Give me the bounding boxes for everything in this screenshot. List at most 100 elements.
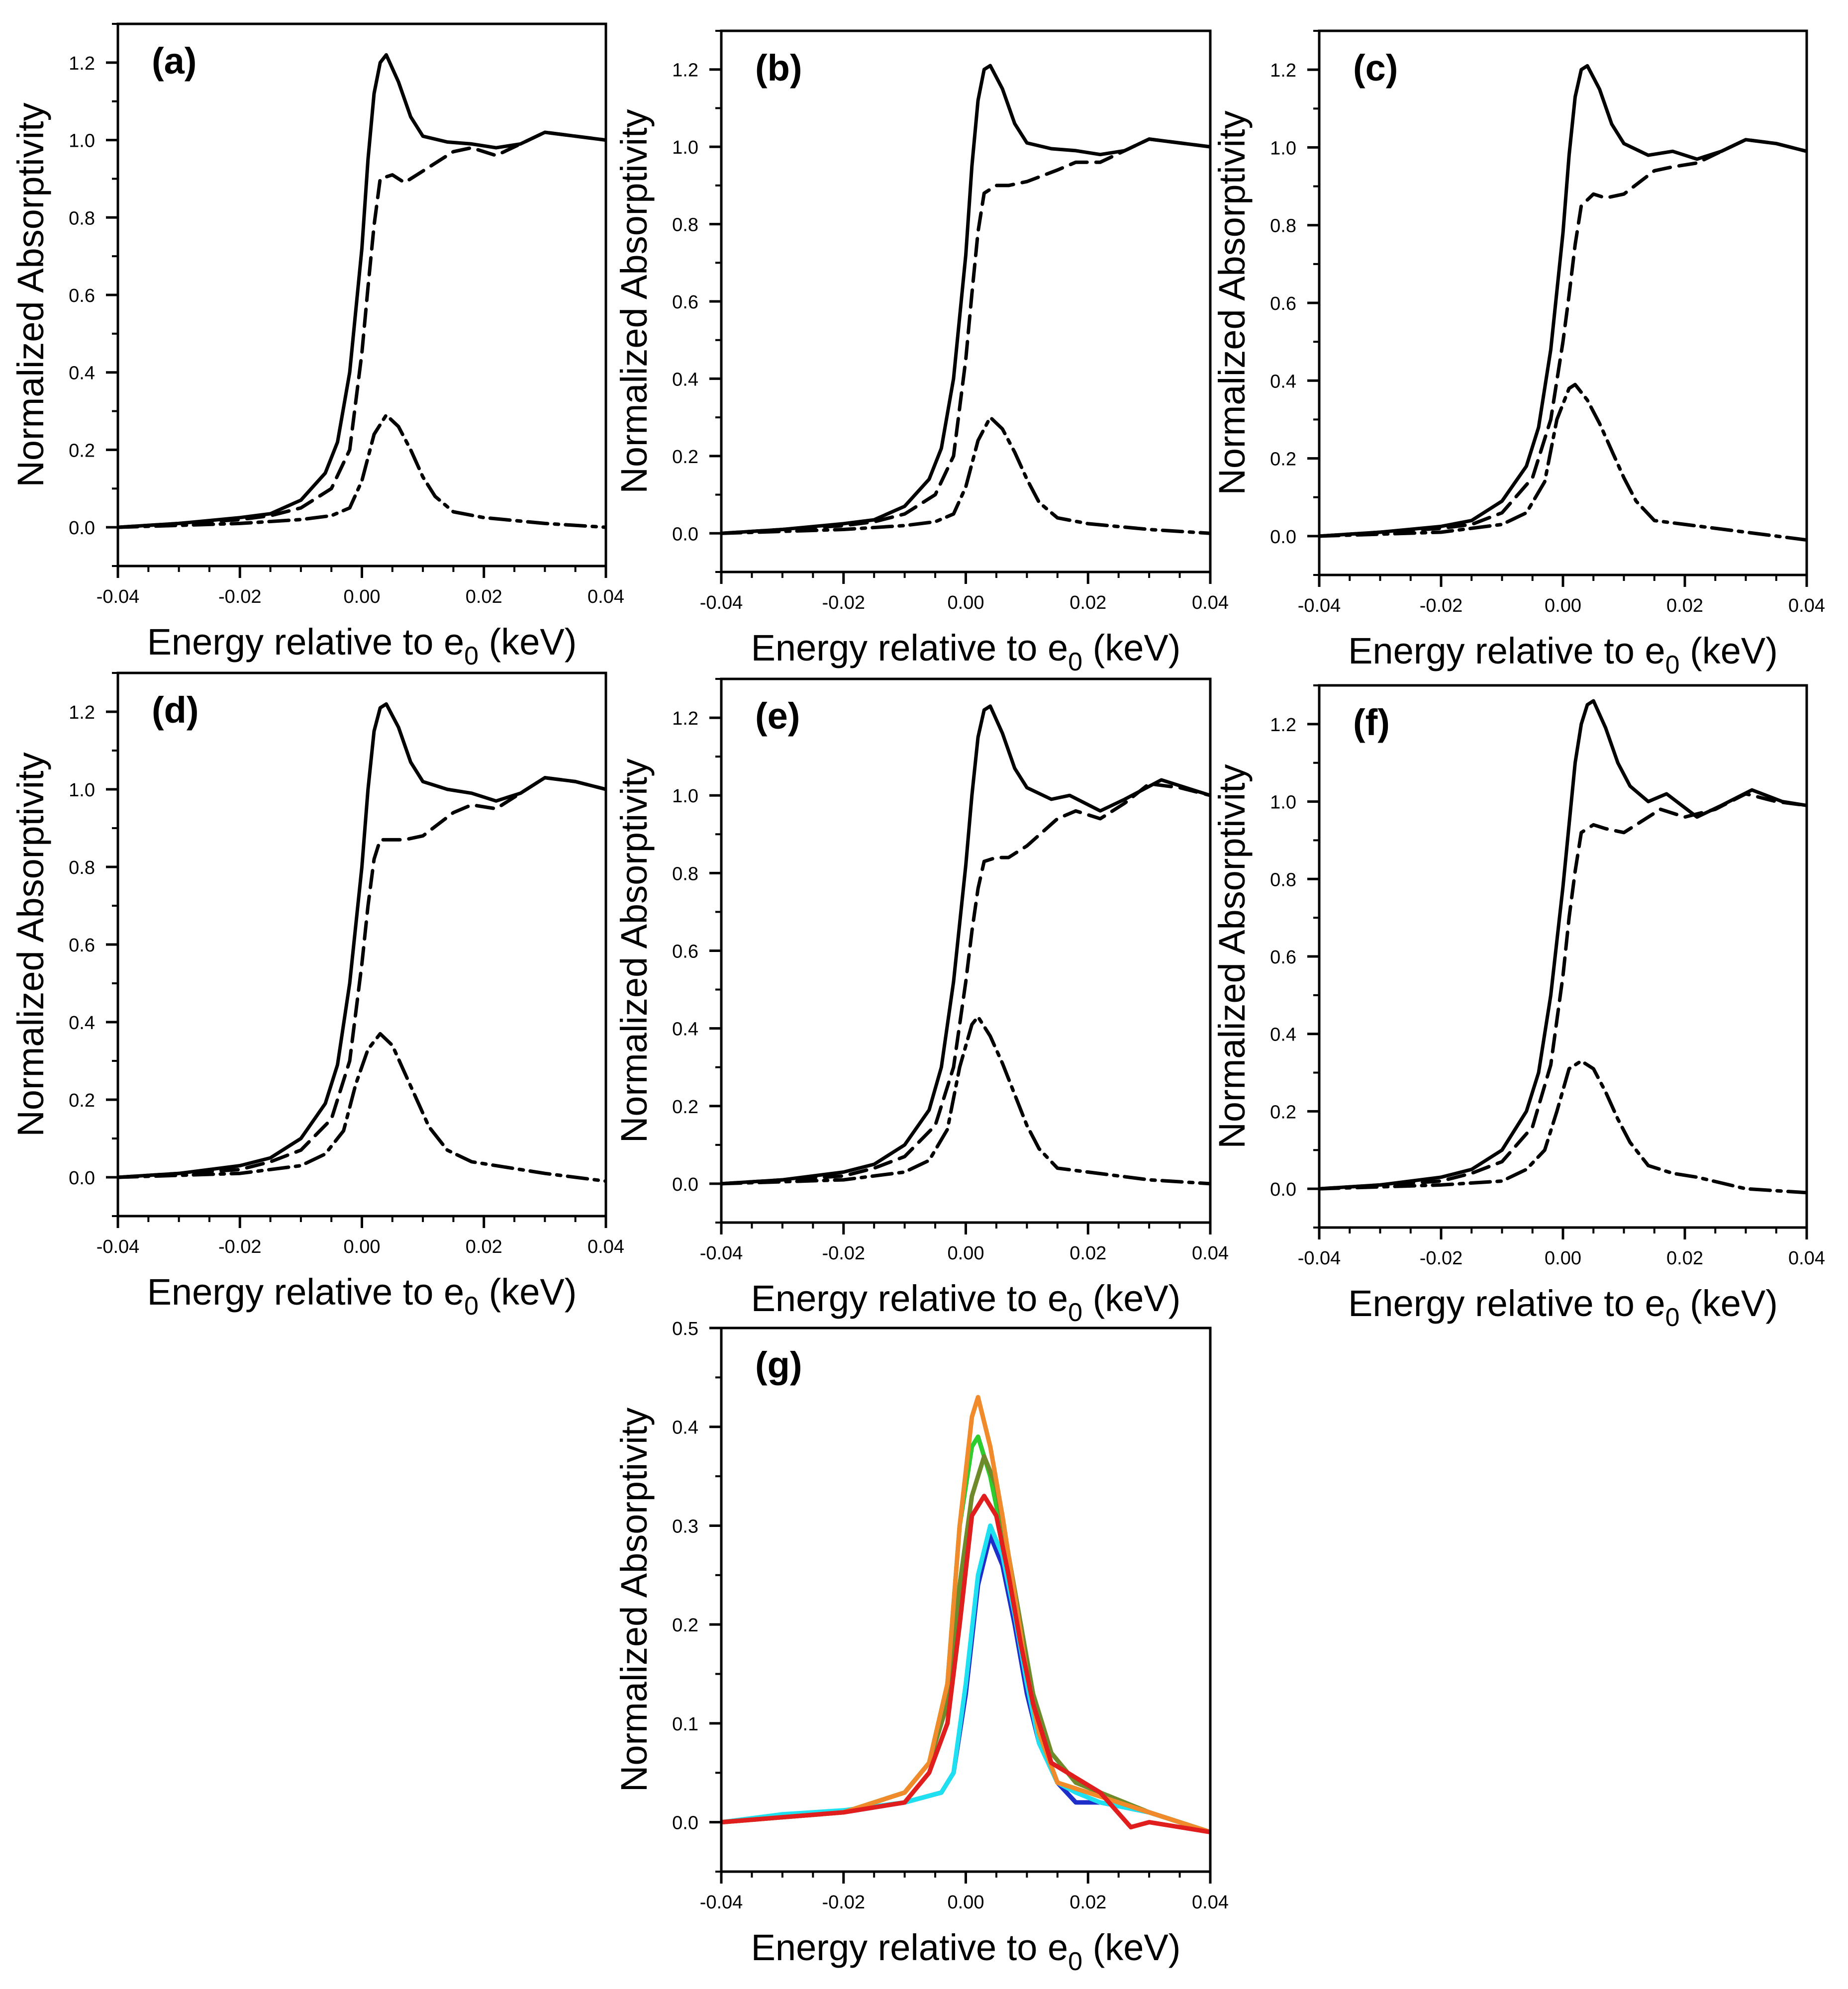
series-a-dashed [118, 130, 606, 529]
y-tick-label-b: 1.2 [672, 60, 698, 81]
y-tick-label-e: 1.2 [672, 708, 698, 729]
panel-label-f: (f) [1353, 702, 1390, 743]
panel-a: -0.04 -0.02 0.00 0.02 0.04 0.0 0.2 0.4 0.6 0.8 1.0… [10, 22, 624, 670]
y-tick-label-a: 0.4 [69, 363, 95, 384]
y-tick-label-f: 1.2 [1270, 715, 1296, 736]
y-tick-label-b: 0.6 [672, 292, 698, 313]
y-tick-label-g: 0.0 [672, 1813, 698, 1834]
x-tick-label-a: -0.02 [218, 586, 262, 607]
x-tick-label-b: 0.04 [1192, 592, 1229, 613]
y-axis-title-e: Normalized Absorptivity [613, 758, 655, 1143]
series-a-dash-dot [118, 413, 606, 529]
y-tick-label-a: 0.2 [69, 440, 95, 461]
x-tick-label-d: -0.04 [97, 1236, 140, 1257]
x-axis-title-a: Energy relative to e0 (keV) [147, 621, 577, 670]
panel-label-c: (c) [1353, 47, 1398, 89]
panel-label-a: (a) [152, 40, 196, 82]
x-tick-label-f: 0.00 [1545, 1248, 1581, 1269]
series-f-dashed [1319, 792, 1807, 1191]
series-b-dash-dot [721, 415, 1210, 535]
y-tick-label-d: 0.4 [69, 1013, 95, 1034]
y-tick-label-d: 0.6 [69, 935, 95, 956]
y-tick-label-e: 1.0 [672, 786, 698, 807]
series-g-f [721, 1494, 1210, 1834]
x-tick-label-g: 0.04 [1192, 1892, 1229, 1913]
y-tick-label-b: 0.4 [672, 369, 698, 390]
y-tick-label-f: 0.8 [1270, 869, 1296, 890]
y-tick-label-c: 0.0 [1270, 527, 1296, 548]
y-tick-label-f: 0.4 [1270, 1025, 1296, 1045]
y-tick-label-e: 0.8 [672, 863, 698, 884]
panel-label-g: (g) [755, 1344, 802, 1386]
y-tick-label-c: 0.6 [1270, 293, 1296, 314]
y-tick-label-e: 0.4 [672, 1019, 698, 1040]
panel-f: -0.04 -0.02 0.00 0.02 0.04 0.0 0.2 0.4 0.6 0.8 1.0… [1211, 684, 1825, 1332]
series-d-dash-dot [118, 1032, 606, 1183]
y-axis-title-d: Normalized Absorptivity [10, 752, 51, 1137]
x-tick-label-a: 0.04 [587, 586, 624, 607]
series-g-e [721, 1395, 1210, 1834]
y-tick-label-e: 0.0 [672, 1174, 698, 1195]
panel-label-b: (b) [755, 47, 802, 89]
x-tick-label-f: -0.04 [1298, 1248, 1341, 1269]
series-c-dash-dot [1319, 382, 1807, 542]
x-tick-label-a: 0.00 [344, 586, 381, 607]
x-tick-label-b: -0.04 [700, 592, 743, 613]
y-tick-label-f: 0.6 [1270, 947, 1296, 968]
x-tick-label-f: 0.04 [1788, 1248, 1825, 1269]
panel-label-e: (e) [755, 695, 800, 737]
plot-frame-d [116, 671, 607, 1218]
y-tick-label-f: 0.2 [1270, 1102, 1296, 1123]
y-axis-title-f: Normalized Absorptivity [1211, 764, 1253, 1148]
x-tick-label-g: 0.02 [1070, 1892, 1106, 1913]
x-tick-label-c: 0.00 [1545, 595, 1581, 616]
y-tick-label-g: 0.1 [672, 1714, 698, 1735]
series-f-dash-dot [1319, 1059, 1807, 1195]
y-tick-label-d: 1.0 [69, 780, 95, 801]
panel-b: -0.04 -0.02 0.00 0.02 0.04 0.0 0.2 0.4 0.6 0.8 1.0… [613, 29, 1229, 676]
y-tick-label-c: 1.0 [1270, 138, 1296, 159]
x-tick-label-e: -0.02 [822, 1243, 865, 1264]
panel-g: -0.04 -0.02 0.00 0.02 0.04 0.0 0.1 0.2 0.3 0.4 0.5… [613, 1319, 1229, 1976]
series-e-dashed [721, 782, 1210, 1186]
y-tick-label-g: 0.2 [672, 1615, 698, 1636]
x-tick-label-f: -0.02 [1420, 1248, 1463, 1269]
y-tick-label-b: 0.8 [672, 215, 698, 236]
series-d-solid [118, 702, 606, 1179]
x-tick-label-d: 0.04 [587, 1236, 624, 1257]
y-tick-label-a: 0.0 [69, 518, 95, 539]
panel-label-d: (d) [152, 689, 199, 731]
y-tick-label-c: 1.2 [1270, 60, 1296, 81]
y-axis-title-a: Normalized Absorptivity [10, 102, 51, 487]
y-axis-title-b: Normalized Absorptivity [613, 109, 655, 493]
y-tick-label-g: 0.4 [672, 1418, 698, 1438]
plot-frame-e [720, 677, 1212, 1224]
y-tick-label-c: 0.4 [1270, 371, 1296, 392]
x-axis-title-b: Energy relative to e0 (keV) [751, 627, 1181, 676]
plot-frame-b [720, 29, 1212, 573]
y-tick-label-c: 0.8 [1270, 216, 1296, 237]
y-tick-label-d: 0.8 [69, 857, 95, 878]
x-tick-label-e: -0.04 [700, 1243, 743, 1264]
y-tick-label-e: 0.2 [672, 1097, 698, 1118]
x-tick-label-c: 0.02 [1666, 595, 1703, 616]
plot-frame-c [1318, 29, 1808, 576]
series-e-solid [721, 704, 1210, 1186]
y-tick-label-f: 1.0 [1270, 792, 1296, 813]
x-tick-label-g: -0.02 [822, 1892, 865, 1913]
x-tick-label-d: 0.02 [466, 1236, 502, 1257]
plot-frame-a [116, 22, 607, 568]
y-tick-label-d: 0.0 [69, 1168, 95, 1189]
series-c-solid [1319, 64, 1807, 538]
series-b-dashed [721, 137, 1210, 535]
x-tick-label-e: 0.04 [1192, 1243, 1229, 1264]
series-e-dash-dot [721, 1015, 1210, 1186]
y-tick-label-e: 0.6 [672, 942, 698, 962]
panel-d: -0.04 -0.02 0.00 0.02 0.04 0.0 0.2 0.4 0.6 0.8 1.0… [10, 671, 624, 1321]
series-a-solid [118, 53, 606, 529]
series-d-dashed [118, 776, 606, 1179]
x-tick-label-c: 0.04 [1788, 595, 1825, 616]
y-tick-label-d: 1.2 [69, 702, 95, 723]
y-axis-title-c: Normalized Absorptivity [1211, 110, 1253, 495]
